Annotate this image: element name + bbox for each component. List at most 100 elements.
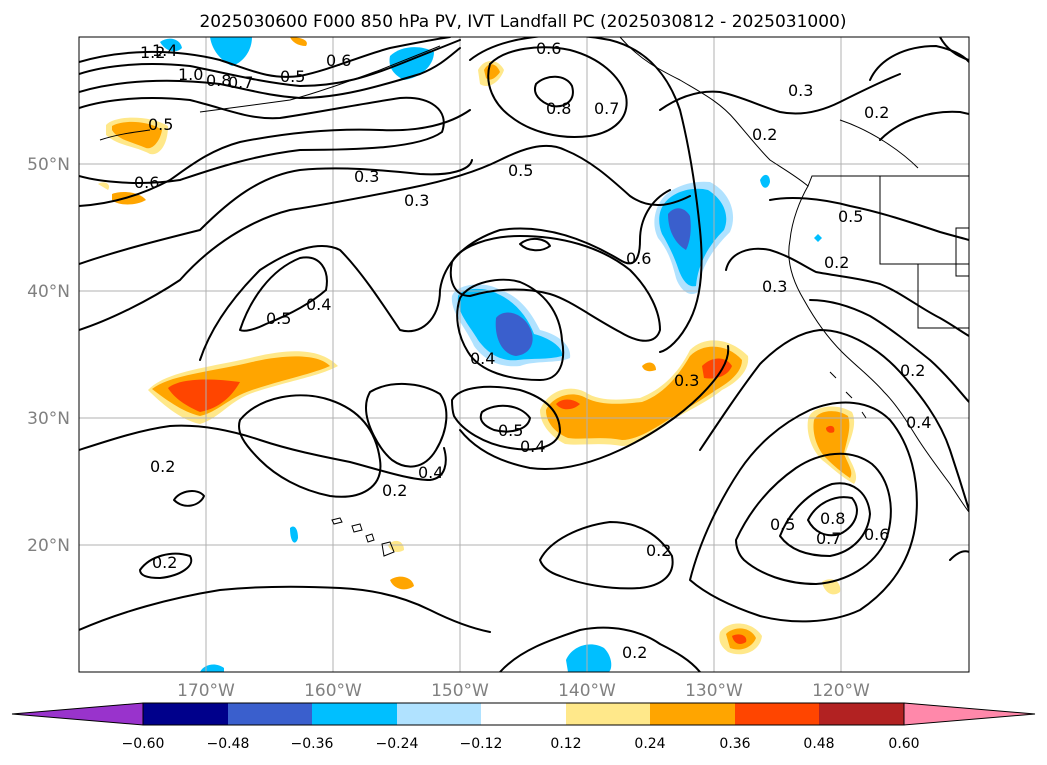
colorbar-tick-label: 0.12: [550, 736, 581, 752]
lat-label: 40°N: [27, 282, 70, 302]
lat-label: 50°N: [27, 155, 70, 175]
clabel: 0.4: [306, 295, 331, 314]
clabel: 1.2: [140, 43, 165, 62]
clabel: 0.5: [498, 421, 523, 440]
lat-label: 20°N: [27, 536, 70, 556]
clabel: 0.3: [404, 191, 429, 210]
map-frame: [78, 36, 970, 673]
lon-label: 160°W: [304, 681, 362, 701]
shade-blue-166w: [210, 37, 252, 66]
clabel: 0.2: [152, 553, 177, 572]
clabel: 0.7: [816, 529, 841, 548]
clabel: 0.6: [326, 51, 351, 70]
shade-orange-162w: [290, 37, 307, 46]
shade-orange-140w-core: [546, 346, 742, 440]
clabel: 0.3: [762, 277, 787, 296]
lon-label: 170°W: [177, 681, 235, 701]
clabel: 0.8: [206, 71, 231, 90]
clabel: 0.2: [752, 125, 777, 144]
colorbar-tick-label: 0.48: [803, 736, 834, 752]
clabel: 0.2: [900, 361, 925, 380]
colorbar-tick-label: −0.60: [122, 736, 165, 752]
lat-tick-labels: 50°N 40°N 30°N 20°N: [27, 155, 70, 556]
contour-labels: 1.4 1.2 1.0 0.8 0.7 0.5 0.6 0.5 0.6 0.6 …: [134, 39, 931, 662]
clabel: 0.6: [626, 249, 651, 268]
shade-blue-167w: [160, 38, 182, 52]
shade-blue-147w-core: [495, 312, 533, 356]
clabel: 0.6: [134, 173, 159, 192]
colorbar-tick-label: 0.24: [634, 736, 665, 752]
shade-red-122w: [826, 425, 835, 433]
lon-label: 120°W: [812, 681, 870, 701]
clabel: 0.8: [546, 99, 571, 118]
shade-blue-141w: [566, 644, 612, 672]
clabel: 0.2: [824, 253, 849, 272]
shade-blue-134w-core: [668, 208, 691, 250]
colorbar-tick-label: 0.60: [888, 736, 919, 752]
colorbar-extend-low: [11, 702, 144, 726]
shade-yellow-155w: [388, 540, 404, 553]
clabel: 0.6: [864, 525, 889, 544]
graticule: [79, 37, 969, 672]
clabel: 0.3: [674, 371, 699, 390]
clabel: 1.0: [178, 65, 203, 84]
colorbar-bin: [650, 703, 735, 725]
colorbar-bin: [143, 703, 228, 725]
lon-tick-labels: 170°W 160°W 150°W 140°W 130°W 120°W: [177, 681, 870, 701]
shade-yellow-177w: [98, 182, 110, 190]
clabel: 0.2: [646, 541, 671, 560]
colorbar-bin: [397, 703, 481, 725]
clabel: 0.7: [594, 99, 619, 118]
clabel: 0.5: [770, 515, 795, 534]
clabel: 0.4: [906, 413, 931, 432]
colorbar-extend-high: [903, 702, 1036, 726]
clabel: 0.4: [418, 463, 443, 482]
shade-orange-122w-core: [813, 411, 852, 478]
clabel: 0.2: [382, 481, 407, 500]
coastlines: [99, 37, 969, 557]
colorbar: −0.60 −0.48 −0.36 −0.24 −0.12 0.12 0.24 …: [11, 702, 1036, 752]
map-panel: 1.4 1.2 1.0 0.8 0.7 0.5 0.6 0.5 0.6 0.6 …: [79, 37, 969, 672]
shade-blue-118w: [814, 234, 822, 242]
colorbar-bin: [566, 703, 650, 725]
shade-blue-127w: [760, 174, 770, 188]
colorbar-tick-label: −0.48: [207, 736, 250, 752]
clabel: 0.6: [536, 39, 561, 58]
lon-label: 150°W: [431, 681, 489, 701]
shade-blue-163w: [290, 526, 298, 543]
clabel: 0.5: [508, 161, 533, 180]
lat-label: 30°N: [27, 409, 70, 429]
colorbar-bin: [819, 703, 904, 725]
clabel: 0.2: [622, 643, 647, 662]
colorbar-tick-label: 0.36: [719, 736, 750, 752]
pv-contours: [79, 37, 969, 672]
colorbar-bin: [735, 703, 819, 725]
shade-red-129w: [732, 634, 747, 644]
clabel: 0.5: [266, 309, 291, 328]
colorbar-bin: [481, 703, 566, 725]
clabel: 0.7: [228, 73, 253, 92]
shade-red-170w: [168, 379, 240, 412]
colorbar-tick-label: −0.24: [376, 736, 419, 752]
colorbar-bin: [228, 703, 312, 725]
clabel: 0.2: [864, 103, 889, 122]
shade-orange-175w-core: [112, 121, 162, 149]
colorbar-bin: [312, 703, 397, 725]
clabel: 0.8: [820, 509, 845, 528]
figure-title: 2025030600 F000 850 hPa PV, IVT Landfall…: [199, 12, 846, 32]
clabel: 0.5: [148, 115, 173, 134]
clabel: 0.5: [280, 67, 305, 86]
clabel: 0.3: [788, 81, 813, 100]
shade-orange-140w-small: [642, 362, 656, 372]
shading-positive: [98, 37, 857, 655]
lon-label: 130°W: [685, 681, 743, 701]
shade-red-140w: [556, 399, 580, 410]
clabel: 0.4: [520, 437, 545, 456]
clabel: 0.5: [838, 207, 863, 226]
colorbar-tick-label: −0.12: [460, 736, 503, 752]
clabel: 0.2: [150, 457, 175, 476]
colorbar-tick-label: −0.36: [291, 736, 334, 752]
clabel: 1.4: [152, 41, 177, 60]
clabel: 0.4: [470, 349, 495, 368]
